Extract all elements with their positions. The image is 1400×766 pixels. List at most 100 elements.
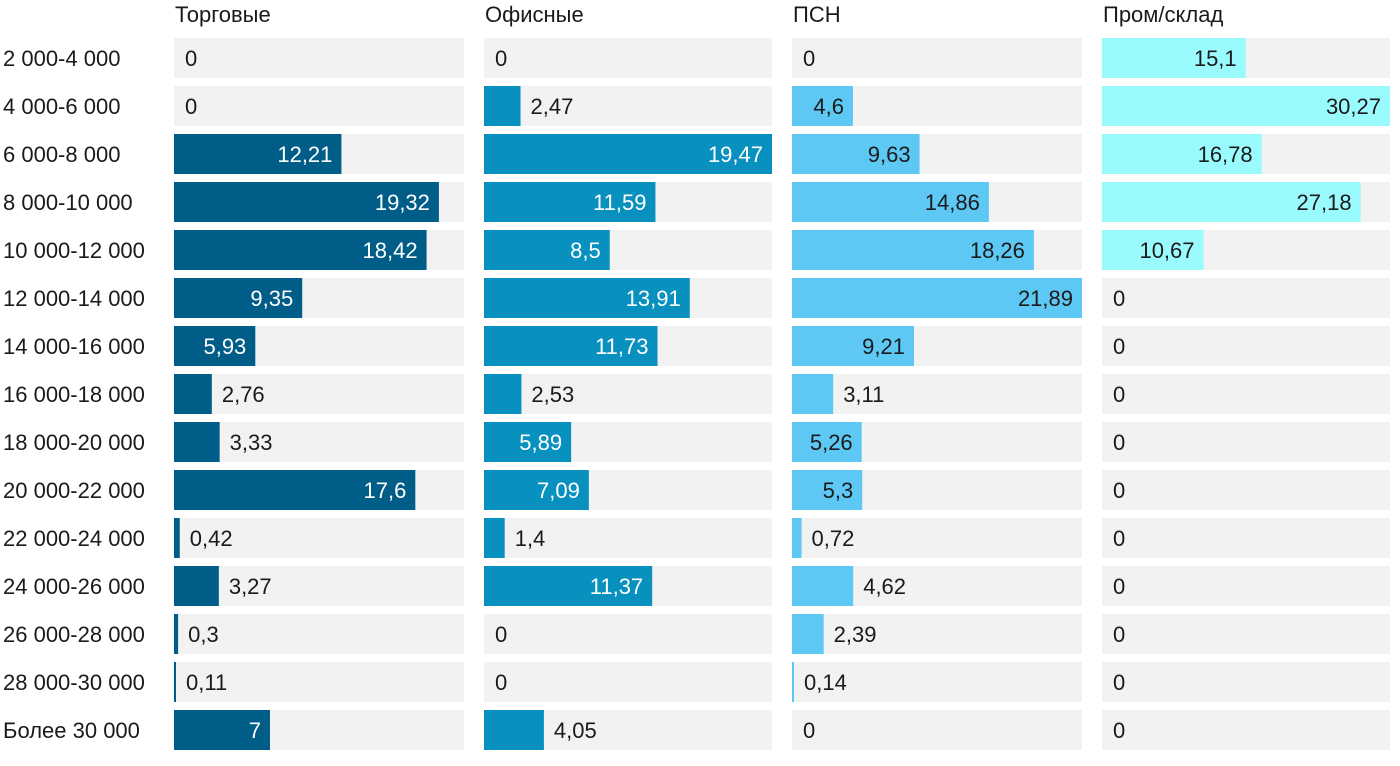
category-label: 20 000-22 000 (3, 478, 145, 503)
data-label: 0,11 (186, 670, 227, 695)
bar-track (484, 86, 772, 126)
bar-track (1102, 374, 1390, 414)
bar (484, 86, 521, 126)
data-label: 11,59 (593, 190, 646, 215)
bar-track (484, 38, 772, 78)
data-label: 11,37 (590, 574, 643, 599)
data-label: 0 (495, 46, 507, 71)
bar (484, 470, 589, 510)
data-label: 19,47 (708, 142, 763, 167)
data-label: 0,42 (190, 526, 233, 551)
data-label: 3,33 (230, 430, 273, 455)
category-label: 16 000-18 000 (3, 382, 145, 407)
data-label: 4,6 (813, 94, 844, 119)
data-label: 19,32 (375, 190, 430, 215)
data-label: 0 (1113, 718, 1125, 743)
bar (792, 374, 834, 414)
data-label: 3,11 (843, 382, 884, 407)
data-label: 12,21 (277, 142, 332, 167)
category-label: 14 000-16 000 (3, 334, 145, 359)
bar-track (174, 566, 464, 606)
data-label: 16,78 (1198, 142, 1253, 167)
data-label: 0 (185, 46, 197, 71)
data-label: 10,67 (1139, 238, 1194, 263)
bar-track (174, 662, 464, 702)
bar (484, 422, 572, 462)
panel-title: Офисные (485, 2, 584, 27)
bar-track (792, 374, 1082, 414)
bar (484, 134, 772, 174)
category-label: 10 000-12 000 (3, 238, 145, 263)
bar (174, 566, 219, 606)
panel-title: Торговые (175, 2, 271, 27)
bar (792, 422, 862, 462)
bar-track (792, 662, 1082, 702)
data-label: 14,86 (925, 190, 980, 215)
data-label: 2,76 (222, 382, 265, 407)
bar (174, 662, 176, 702)
data-label: 0,3 (188, 622, 219, 647)
data-label: 5,3 (823, 478, 854, 503)
bar (174, 518, 180, 558)
data-label: 0 (1113, 670, 1125, 695)
data-label: 9,63 (868, 142, 911, 167)
data-label: 7,09 (537, 478, 580, 503)
data-label: 0 (1113, 382, 1125, 407)
bar-track (174, 518, 464, 558)
bar (174, 374, 212, 414)
data-label: 2,53 (531, 382, 574, 407)
panel-4: Пром/склад 15,1 30,27 16,78 27,18 10,67 0 0 0 0 0 0… (1102, 2, 1390, 750)
data-label: 0 (495, 622, 507, 647)
bar-track (174, 374, 464, 414)
data-label: 7 (249, 718, 261, 743)
data-label: 0,14 (804, 670, 847, 695)
data-label: 30,27 (1326, 94, 1381, 119)
panel-2: Офисные 0 2,47 19,47 11,59 8,5 13,91 11,73 2,53 5… (484, 2, 772, 750)
bar (174, 182, 439, 222)
data-label: 0 (803, 718, 815, 743)
data-label: 3,27 (229, 574, 272, 599)
bar (1102, 86, 1390, 126)
bar-track (1102, 518, 1390, 558)
data-label: 18,42 (363, 238, 418, 263)
bar (484, 374, 522, 414)
data-label: 21,89 (1018, 286, 1073, 311)
bar-track (484, 374, 772, 414)
data-label: 9,21 (862, 334, 905, 359)
bar (484, 710, 544, 750)
bar (792, 278, 1082, 318)
bar (174, 230, 427, 270)
panel-title: Пром/склад (1103, 2, 1223, 27)
data-label: 5,93 (203, 334, 246, 359)
category-label: 24 000-26 000 (3, 574, 145, 599)
bar-track (1102, 662, 1390, 702)
bar (792, 134, 920, 174)
data-label: 18,26 (970, 238, 1025, 263)
bar-track (1102, 278, 1390, 318)
bar (792, 614, 824, 654)
data-label: 27,18 (1297, 190, 1352, 215)
category-label: 8 000-10 000 (3, 190, 133, 215)
data-label: 0 (1113, 526, 1125, 551)
bar-track (1102, 566, 1390, 606)
data-label: 15,1 (1194, 46, 1237, 71)
bar (174, 278, 303, 318)
data-label: 11,73 (595, 334, 648, 359)
bar (792, 566, 854, 606)
data-label: 0 (1113, 334, 1125, 359)
bar-track (174, 422, 464, 462)
bar (484, 518, 505, 558)
bar (1102, 38, 1246, 78)
data-label: 2,39 (834, 622, 877, 647)
bar (484, 326, 658, 366)
bar-track (484, 662, 772, 702)
bar (792, 518, 802, 558)
bar (792, 326, 915, 366)
bar-track (174, 614, 464, 654)
bar (1102, 134, 1262, 174)
panel-3: ПСН 0 4,6 9,63 14,86 18,26 21,89 9,21 3,11 5,26 5,… (792, 2, 1082, 750)
data-label: 5,89 (519, 430, 562, 455)
category-label: 28 000-30 000 (3, 670, 145, 695)
